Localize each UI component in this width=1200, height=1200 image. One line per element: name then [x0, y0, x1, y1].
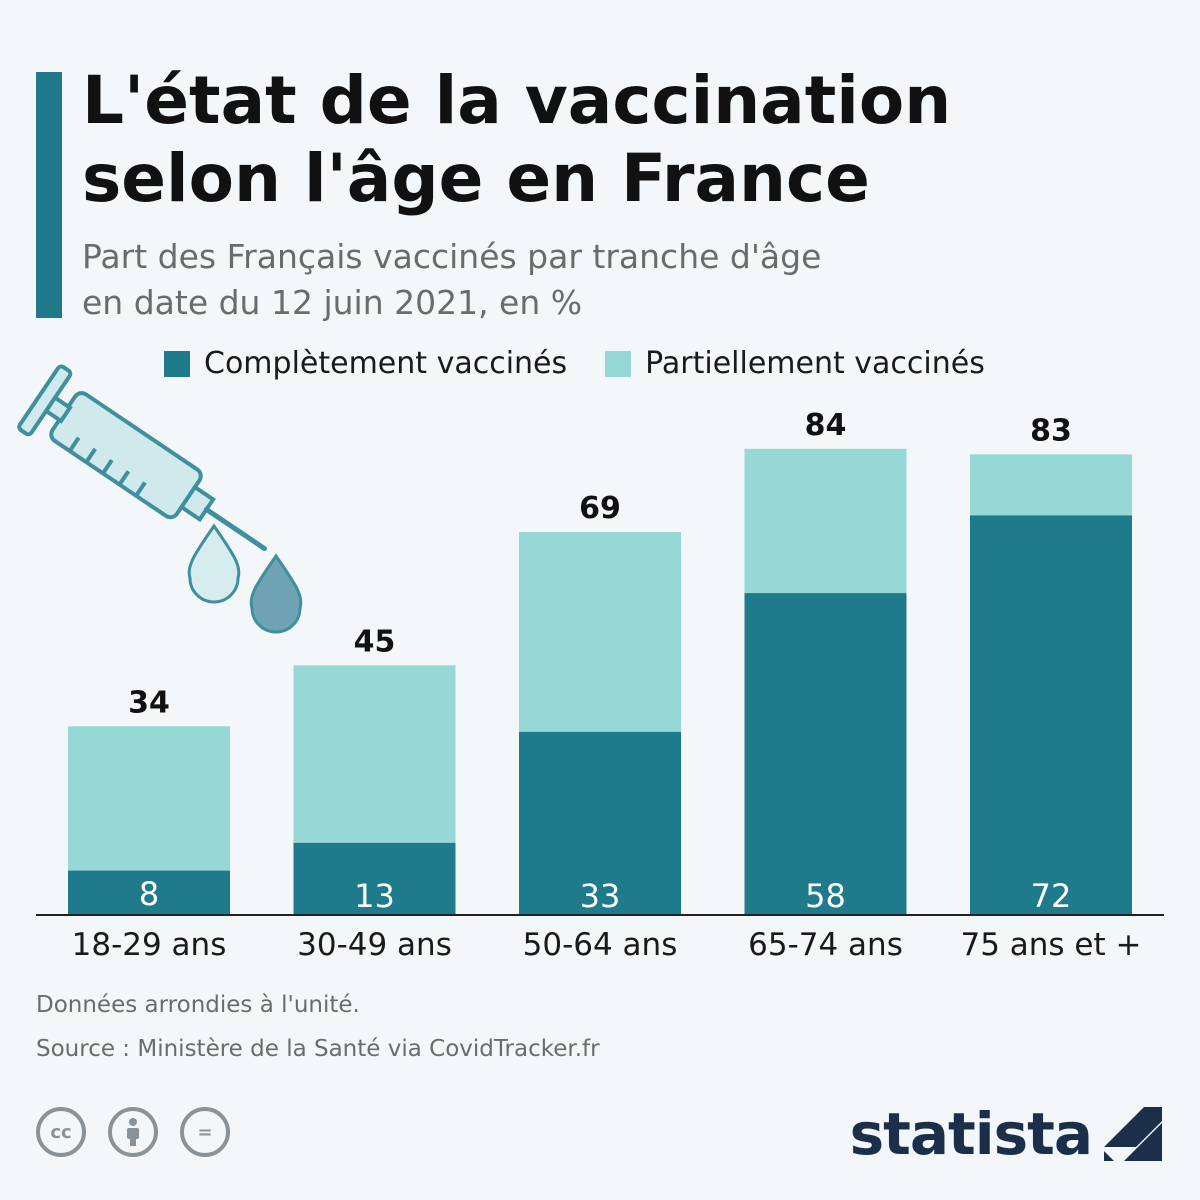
bar-value-complete: 8 [139, 875, 159, 913]
by-icon [108, 1107, 158, 1157]
bar-partial [293, 665, 456, 843]
footer-source: Source : Ministère de la Santé via Covid… [36, 1036, 600, 1062]
bar-total-label: 69 [579, 491, 621, 526]
license-icons: cc = [36, 1107, 252, 1157]
subtitle-line-2: en date du 12 juin 2021, en % [82, 283, 583, 322]
bar-total-label: 45 [354, 624, 396, 659]
syringe-icon [17, 364, 267, 552]
bar-group: 33 69 50-64 ans [519, 491, 681, 963]
bar-value-complete: 72 [1031, 877, 1072, 915]
x-tick-label: 18-29 ans [72, 927, 227, 963]
bar-complete [293, 842, 456, 915]
legend-swatch-partial [605, 350, 632, 377]
bar-partial [970, 454, 1132, 516]
legend: Complètement vaccinés Partiellement vacc… [164, 346, 1023, 381]
bar-group: 8 34 18-29 ans [68, 685, 230, 963]
bar-value-complete: 13 [354, 877, 395, 915]
nd-icon: = [180, 1107, 230, 1157]
chart-title: L'état de la vaccination selon l'âge en … [82, 62, 952, 217]
bar-group: 58 84 65-74 ans [744, 408, 907, 963]
bar-group: 72 83 75 ans et + [960, 413, 1141, 963]
accent-bar [36, 72, 62, 318]
bar-group: 13 45 30-49 ans [293, 624, 456, 963]
x-tick-label: 65-74 ans [748, 927, 903, 963]
statista-logo: statista [850, 1100, 1162, 1168]
droplet-icon [187, 523, 303, 634]
bar-partial [744, 448, 907, 594]
bar-complete [68, 870, 230, 915]
footer-note: Données arrondies à l'unité. [36, 992, 360, 1018]
subtitle-line-1: Part des Français vaccinés par tranche d… [82, 237, 822, 276]
bar-complete [970, 515, 1132, 915]
bar-value-complete: 58 [805, 877, 846, 915]
legend-item-partial: Partiellement vaccinés [605, 346, 985, 381]
bar-complete [519, 731, 681, 915]
chart: 8 34 18-29 ans 13 45 30-49 ans 33 69 50-64 ans 58… [17, 364, 1164, 963]
bar-total-label: 84 [805, 408, 847, 443]
cc-icon: cc [36, 1107, 86, 1157]
bars-layer: 8 34 18-29 ans 13 45 30-49 ans 33 69 50-64 ans 58… [68, 408, 1142, 963]
bar-partial [519, 532, 681, 732]
statista-mark-icon [1104, 1107, 1162, 1161]
x-tick-label: 50-64 ans [523, 927, 678, 963]
legend-swatch-complete [164, 350, 190, 377]
bar-total-label: 83 [1030, 413, 1072, 448]
legend-item-complete: Complètement vaccinés [164, 346, 567, 381]
x-tick-label: 30-49 ans [297, 927, 452, 963]
brand-name: statista [849, 1100, 1093, 1168]
bar-complete [744, 593, 907, 915]
bar-partial [68, 726, 230, 871]
bar-total-label: 34 [128, 685, 170, 720]
legend-label-complete: Complètement vaccinés [204, 346, 568, 381]
legend-label-partial: Partiellement vaccinés [645, 346, 985, 381]
chart-subtitle: Part des Français vaccinés par tranche d… [82, 234, 1162, 326]
bar-value-complete: 33 [580, 877, 621, 915]
x-tick-label: 75 ans et + [960, 927, 1141, 963]
